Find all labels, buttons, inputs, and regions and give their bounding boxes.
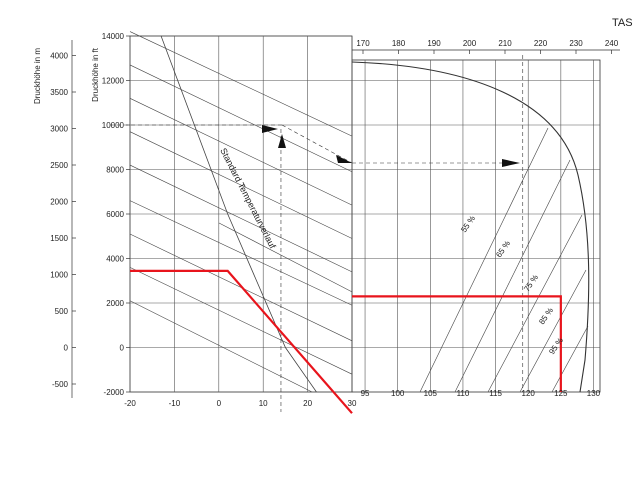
x-tick-label-ias: 120 (522, 389, 536, 398)
x-tick-label-ias: 100 (391, 389, 405, 398)
tas-tick-label: 240 (605, 39, 619, 48)
power-percent-label: 65 % (494, 239, 512, 259)
tas-tick-label: 190 (427, 39, 441, 48)
guide-lines (129, 31, 589, 393)
y-axis-title-m: Druckhöhe in m (33, 48, 42, 104)
guide-line-left (129, 300, 313, 393)
y-tick-label-ft: 4000 (106, 255, 124, 264)
x-tick-label-temp: 20 (303, 399, 312, 408)
x-tick-label-temp: 10 (259, 399, 268, 408)
y-tick-label-ft: 6000 (106, 210, 124, 219)
y-tick-label-ft: 12000 (102, 77, 125, 86)
y-axis-title-ft: Druckhöhe in ft (91, 47, 100, 102)
y-tick-label-ft: -2000 (104, 388, 125, 397)
y-tick-label-m: 3000 (50, 125, 68, 134)
x-tick-label-temp: 0 (217, 399, 222, 408)
tas-tick-label: 180 (392, 39, 406, 48)
y-tick-label-ft: 0 (120, 344, 125, 353)
power-percent-line (454, 159, 571, 393)
x-tick-label-ias: 95 (361, 389, 370, 398)
y-tick-label-ft: 8000 (106, 166, 124, 175)
arrow-up-icon (278, 134, 286, 148)
guide-line-left (129, 200, 353, 306)
arrow-right-icon (502, 159, 520, 167)
x-tick-label-temp: 30 (348, 399, 357, 408)
power-percent-line (519, 269, 587, 393)
guide-line-left (129, 98, 353, 206)
arrow-diagonal-icon (336, 155, 352, 163)
power-percent-label: 55 % (459, 214, 477, 234)
arrow-right-icon (262, 125, 278, 133)
y-tick-label-ft: 2000 (106, 299, 124, 308)
y-tick-label-m: 1500 (50, 234, 68, 243)
tas-tick-label: 230 (569, 39, 583, 48)
power-percent-line (551, 325, 589, 393)
guide-line-left (129, 31, 353, 137)
guide-line-left (129, 164, 353, 273)
x-tick-label-temp: -20 (124, 399, 136, 408)
guide-line-left (129, 131, 353, 239)
x-tick-label-ias: 115 (489, 389, 502, 398)
y-tick-label-ft: 14000 (102, 32, 125, 41)
dashed-transfer-line (281, 124, 353, 164)
tas-tick-label: 170 (356, 39, 370, 48)
y-tick-label-m: 2000 (50, 198, 68, 207)
power-percent-label: 85 % (537, 306, 555, 326)
worked-example-right (352, 295, 562, 392)
x-tick-label-temp: -10 (169, 399, 181, 408)
guide-line-left (218, 222, 353, 293)
y-tick-label-m: 4000 (50, 52, 68, 61)
y-tick-label-m: 0 (64, 344, 69, 353)
guide-line-left (129, 267, 353, 375)
power-envelope-curve (351, 61, 590, 393)
overlay-layer (110, 55, 562, 414)
x-tick-label-ias: 110 (457, 389, 470, 398)
tas-tick-label: 210 (498, 39, 512, 48)
grid-layer (71, 35, 620, 398)
worked-example-left (130, 269, 353, 414)
power-percent-label: 75 % (522, 273, 540, 293)
y-tick-label-m: 500 (55, 307, 69, 316)
power-percent-line (487, 214, 583, 393)
y-tick-label-m: 1000 (50, 271, 68, 280)
x-tick-label-ias: 130 (587, 389, 601, 398)
y-tick-label-ft: 10000 (102, 121, 125, 130)
tas-title: TAS (612, 17, 633, 29)
x-tick-label-ias: 125 (554, 389, 568, 398)
tas-tick-label: 220 (534, 39, 548, 48)
tas-tick-label: 200 (463, 39, 477, 48)
power-percent-label: 95 % (547, 336, 565, 356)
tick-labels: -20 -10 0 10 20 30-20000200040006000800010000… (50, 32, 619, 408)
power-percent-line (419, 127, 549, 393)
guide-line-left (129, 64, 353, 172)
x-tick-label-ias: 105 (424, 389, 438, 398)
y-tick-label-m: 3500 (50, 88, 68, 97)
y-tick-label-m: -500 (52, 380, 69, 389)
y-tick-label-m: 2500 (50, 161, 68, 170)
